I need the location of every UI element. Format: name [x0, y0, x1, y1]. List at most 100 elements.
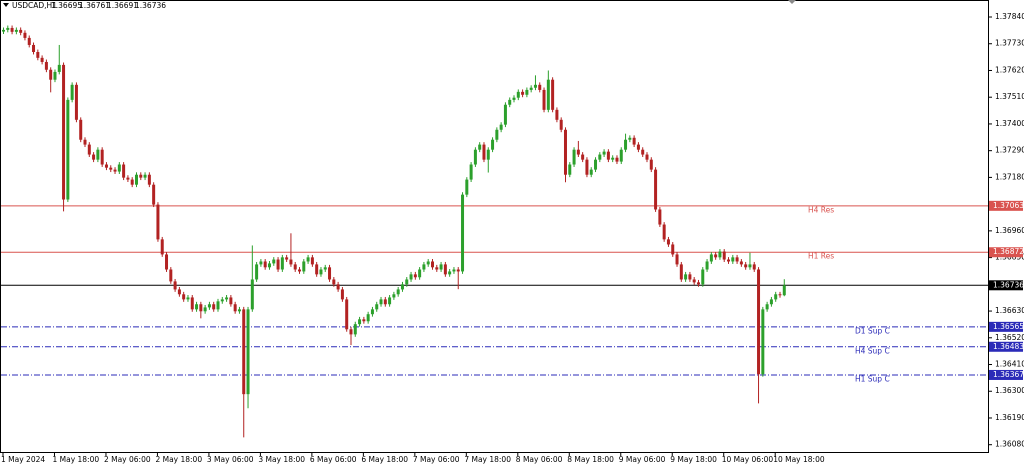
candle-body: [491, 139, 495, 150]
candle-body: [100, 149, 104, 165]
candle-body: [345, 299, 349, 330]
candle-body: [473, 149, 477, 165]
candle-body: [628, 137, 632, 140]
candle-body: [212, 304, 216, 310]
candle-body: [632, 137, 636, 145]
candle-body: [611, 157, 615, 160]
candle-body: [739, 261, 743, 265]
candle-body: [336, 284, 340, 290]
candle-body: [32, 44, 36, 53]
candle-body: [267, 263, 271, 268]
candle-body: [160, 239, 164, 255]
candle-body: [298, 269, 302, 272]
candle-body: [310, 257, 314, 265]
level-price-label: 1.36367: [993, 370, 1024, 379]
candle-body: [448, 271, 452, 275]
candle-body: [418, 269, 422, 278]
candle-body: [482, 144, 486, 160]
x-tick-label: 2 May 06:00: [104, 455, 151, 464]
level-price-label: 1.36736: [993, 280, 1024, 289]
candle-body: [465, 179, 469, 195]
candle-body: [666, 239, 670, 245]
candle-body: [774, 294, 778, 300]
candle-body: [332, 279, 336, 285]
x-tick-label: 3 May 18:00: [258, 455, 305, 464]
x-tick-label: 10 May 06:00: [722, 455, 774, 464]
candle-body: [255, 264, 259, 280]
y-tick-label: 1.36630: [995, 306, 1024, 315]
candle-body: [563, 129, 567, 175]
level-price-label: 1.36483: [993, 342, 1024, 351]
candle-body: [152, 184, 156, 205]
candle-body: [679, 264, 683, 280]
candle-body: [362, 319, 366, 322]
y-tick-label: 1.36410: [995, 360, 1024, 369]
candle-body: [2, 29, 5, 32]
level-price-box: [989, 247, 1023, 258]
candle-body: [259, 261, 263, 265]
candle-body: [684, 274, 688, 280]
candle-body: [182, 294, 186, 300]
candle-body: [478, 144, 482, 150]
candle-body: [538, 84, 542, 90]
y-tick-label: 1.37290: [995, 146, 1024, 155]
candle-body: [44, 61, 48, 70]
plot-frame: [0, 0, 989, 453]
candle-body: [765, 304, 769, 310]
candle-body: [469, 164, 473, 180]
header-close: 1.36736: [135, 1, 166, 10]
x-tick-label: 6 May 06:00: [310, 455, 357, 464]
level-price-box: [989, 341, 1023, 352]
level-price-label: 1.36565: [993, 322, 1024, 331]
candle-body: [692, 279, 696, 283]
candle-body: [709, 254, 713, 262]
candle-body: [649, 159, 653, 170]
candle-body: [431, 261, 434, 268]
level-price-box: [989, 321, 1023, 332]
candle-body: [70, 84, 74, 100]
candle-body: [366, 314, 370, 322]
candle-body: [62, 64, 66, 200]
candle-body: [572, 149, 576, 165]
level-name: H1 Sup C: [855, 374, 890, 383]
candle-body: [289, 259, 293, 265]
candle-body: [315, 264, 319, 275]
candle-body: [139, 174, 143, 178]
candle-body: [392, 294, 396, 298]
candle-body: [512, 97, 516, 100]
candle-body: [456, 269, 460, 272]
candle-body: [66, 99, 70, 200]
candle-body: [195, 304, 199, 310]
candle-body: [636, 144, 640, 150]
level-price-box: [989, 369, 1023, 380]
x-tick-label: 8 May 06:00: [516, 455, 563, 464]
candle-body: [598, 154, 602, 160]
y-tick-label: 1.36190: [995, 413, 1024, 422]
shift-marker: [788, 0, 796, 4]
candle-body: [645, 154, 649, 160]
candle-body: [486, 149, 490, 160]
candle-body: [615, 157, 619, 162]
y-tick-label: 1.37730: [995, 39, 1024, 48]
candle-body: [529, 87, 533, 90]
candle-body: [619, 149, 623, 162]
candle-body: [92, 154, 96, 160]
candle-body: [23, 32, 27, 38]
x-tick-label: 1 May 18:00: [52, 455, 99, 464]
candle-body: [19, 29, 23, 33]
candle-body: [203, 307, 207, 312]
candle-body: [731, 257, 735, 262]
candle-body: [508, 99, 512, 105]
x-tick-label: 10 May 18:00: [773, 455, 825, 464]
candle-body: [594, 159, 598, 170]
candle-body: [36, 52, 40, 58]
y-tick-label: 1.37180: [995, 172, 1024, 181]
x-tick-label: 3 May 06:00: [207, 455, 254, 464]
candle-body: [714, 254, 718, 258]
candle-body: [375, 304, 379, 310]
level-name: H4 Res: [808, 205, 834, 214]
candle-body: [173, 281, 177, 290]
level-name: H1 Res: [808, 252, 834, 261]
y-tick-label: 1.37510: [995, 92, 1024, 101]
